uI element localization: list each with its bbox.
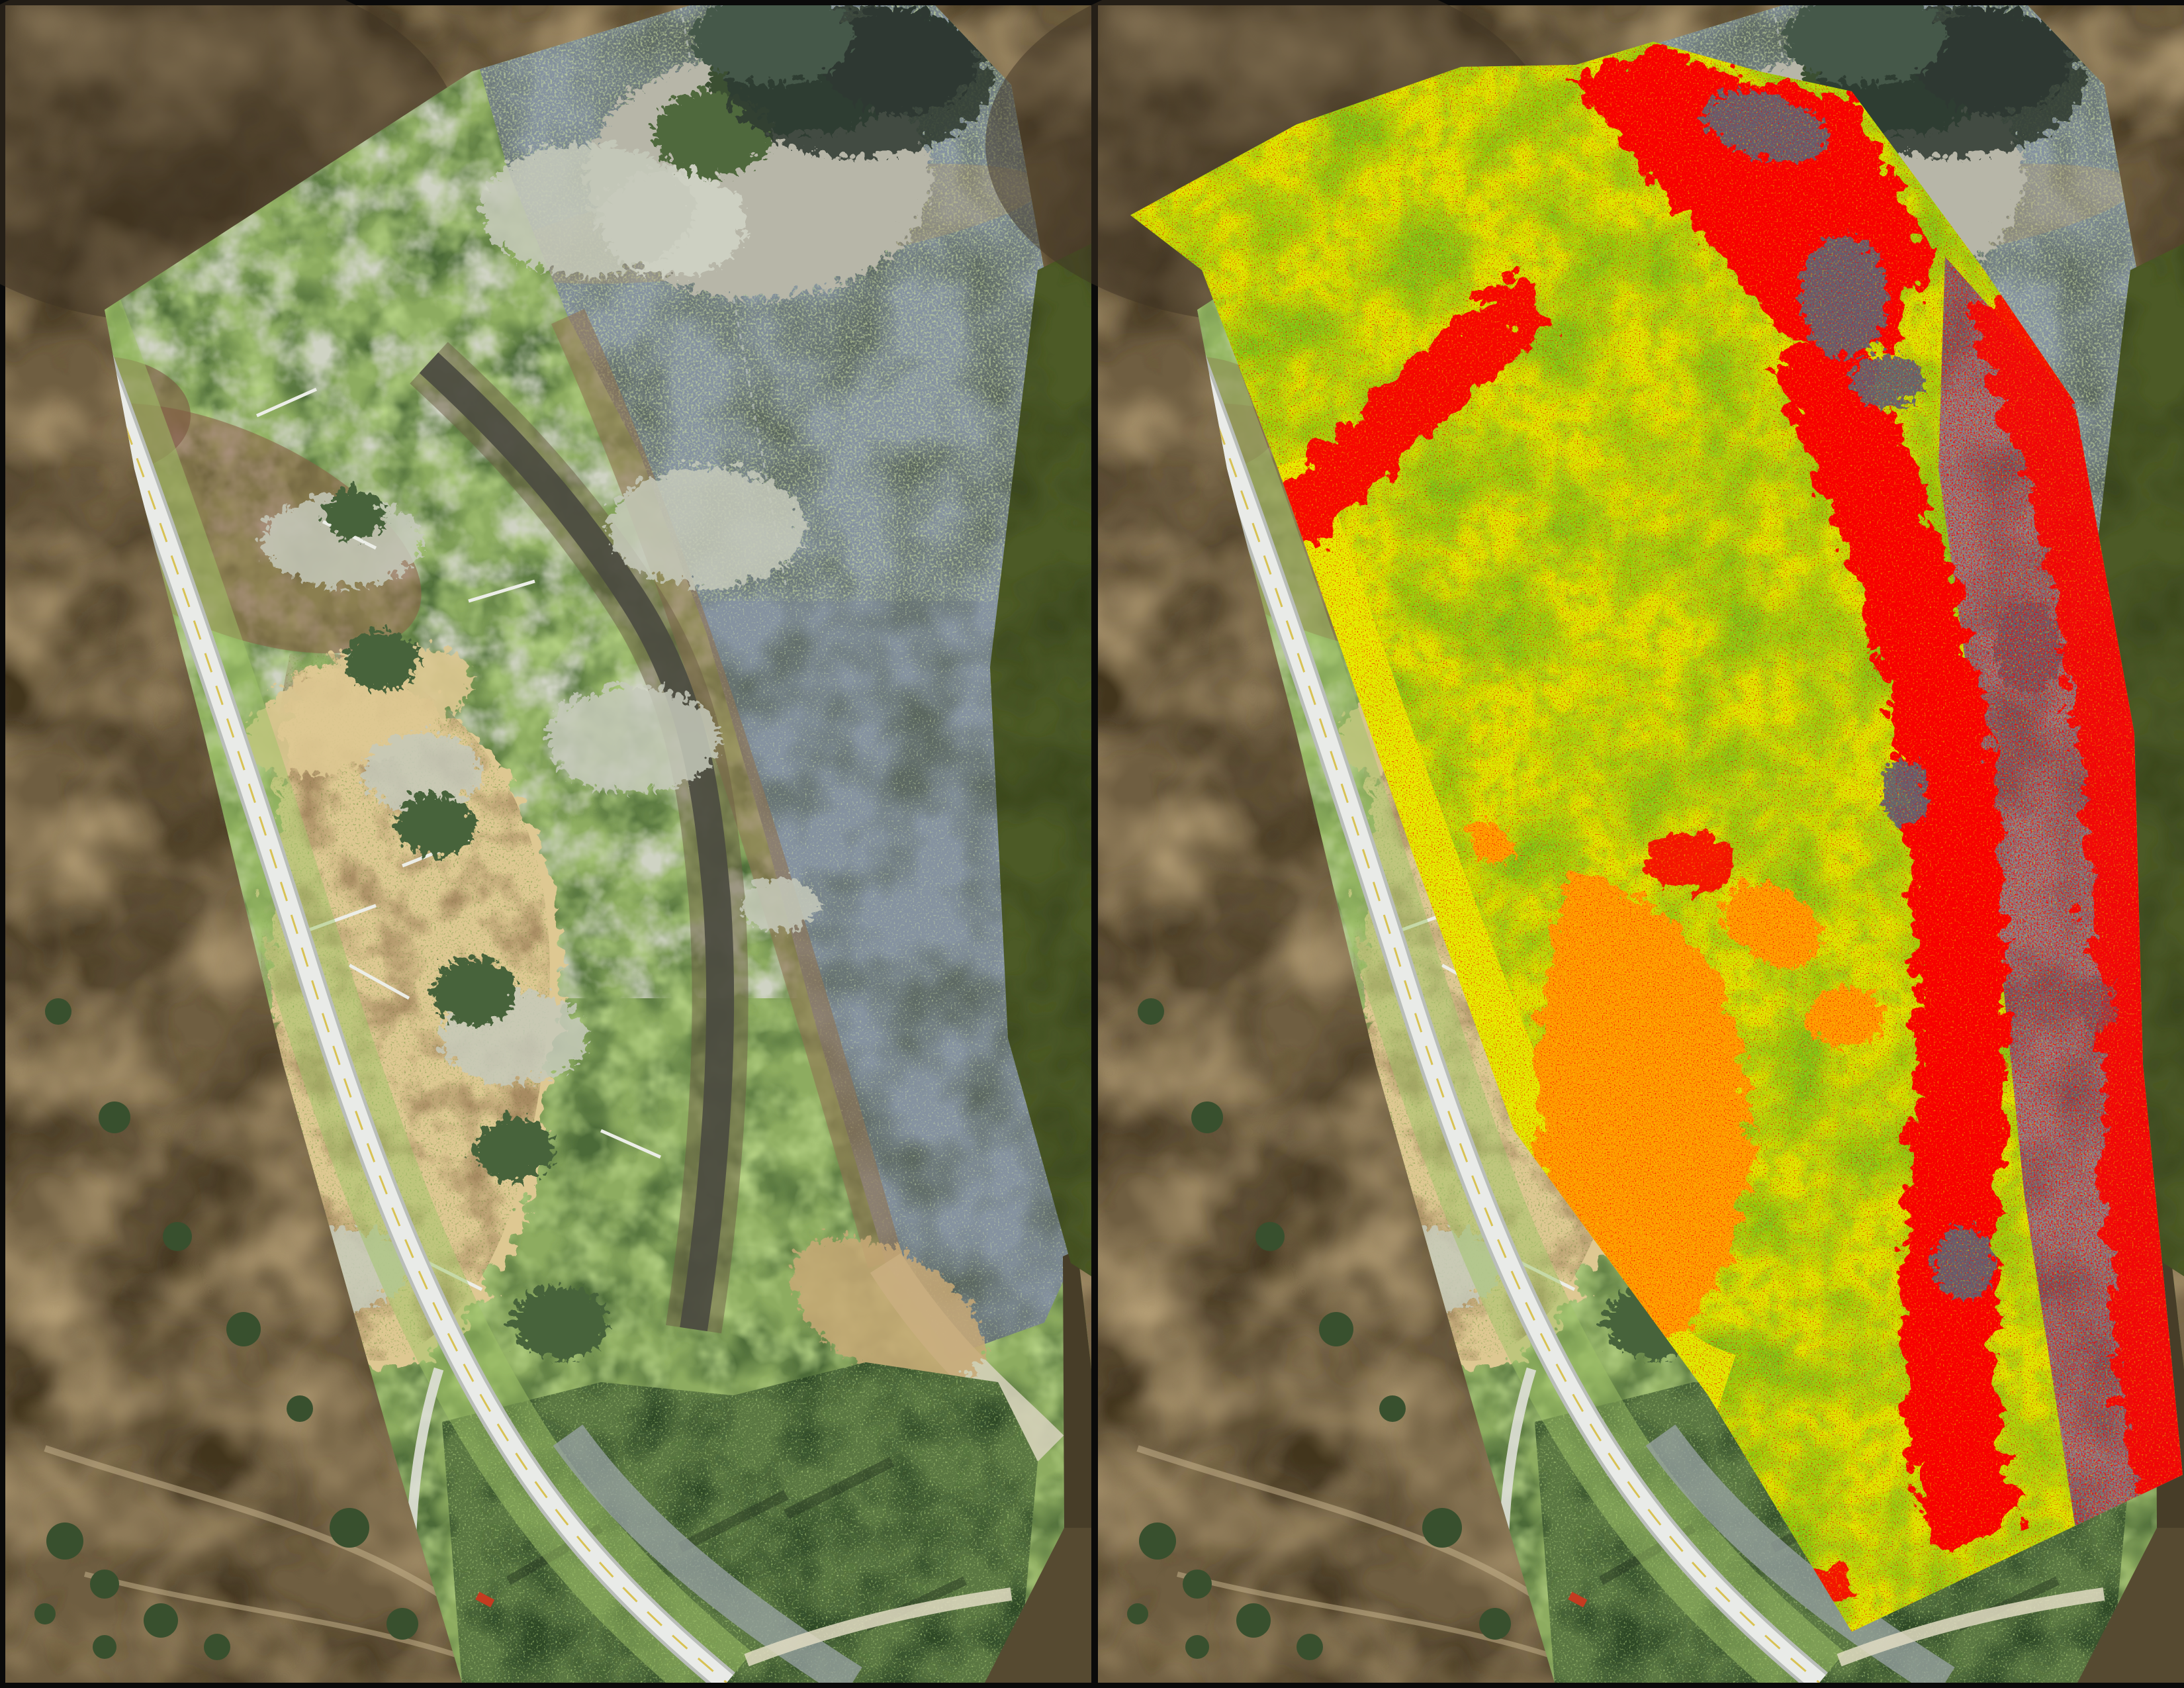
right-panel-classified-orthomosaic <box>985 0 2184 1683</box>
left-panel-rgb-orthomosaic <box>0 0 1091 1683</box>
comparison-figure <box>0 0 2184 1688</box>
figure-frame <box>0 0 2184 1688</box>
